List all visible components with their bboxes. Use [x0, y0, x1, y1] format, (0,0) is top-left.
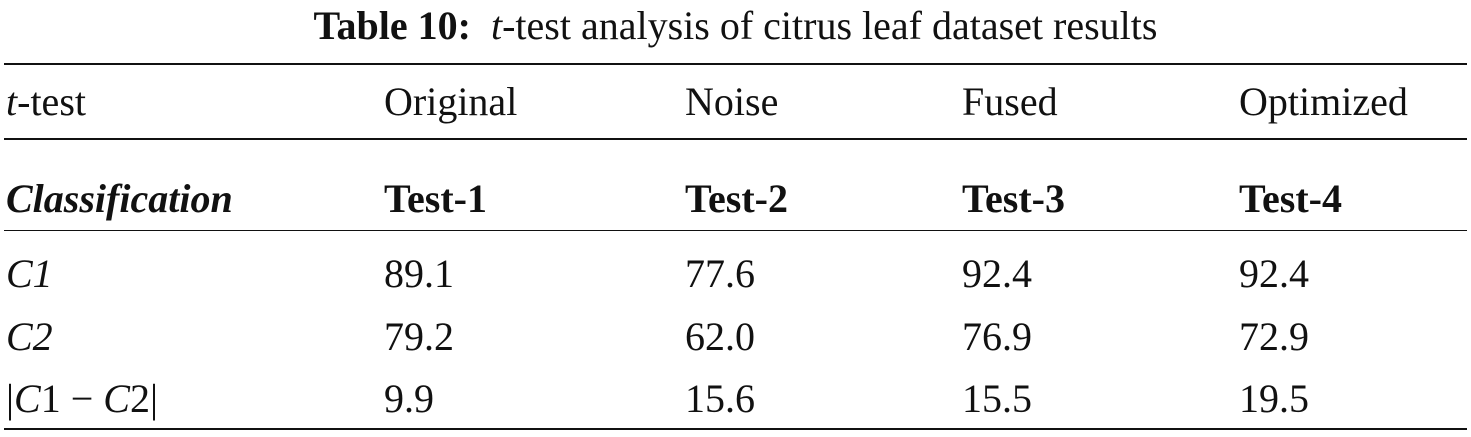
subheader-test-4: Test-4 — [1239, 176, 1342, 221]
subheader-classification: Classification — [6, 176, 233, 221]
table-cell: 79.2 — [384, 314, 454, 359]
table-top-rule — [4, 63, 1467, 65]
header-fused: Fused — [962, 79, 1058, 124]
subheader-rule — [4, 230, 1467, 231]
table-cell: 89.1 — [384, 251, 454, 296]
caption-t-italic: t — [490, 3, 503, 48]
diff-one: 1 − — [40, 376, 104, 421]
diff-two: 2 — [129, 376, 150, 421]
diff-c-a: C — [14, 376, 41, 421]
subheader-test-3: Test-3 — [962, 176, 1065, 221]
header-ttest-rest: -test — [17, 79, 86, 124]
table-cell: 62.0 — [685, 314, 755, 359]
row-label-c1: C1 — [6, 251, 53, 296]
header-ttest: t-test — [6, 78, 86, 126]
row-label-difference: |C1 − C2| — [6, 375, 158, 423]
table-caption: Table 10: t-test analysis of citrus leaf… — [0, 0, 1471, 52]
table-cell: 19.5 — [1239, 376, 1309, 421]
diff-bar-right: | — [149, 376, 158, 421]
row-label-c2: C2 — [6, 314, 53, 359]
caption-label: Table 10: — [313, 3, 471, 48]
table-cell: 15.5 — [962, 376, 1032, 421]
table-cell: 15.6 — [685, 376, 755, 421]
header-rule — [4, 138, 1467, 140]
header-optimized: Optimized — [1239, 79, 1408, 124]
subheader-test-2: Test-2 — [685, 176, 788, 221]
header-noise: Noise — [685, 79, 779, 124]
caption-text: -test analysis of citrus leaf dataset re… — [502, 3, 1158, 48]
table-bottom-rule — [4, 428, 1467, 430]
table-cell: 92.4 — [962, 251, 1032, 296]
table-cell: 77.6 — [685, 251, 755, 296]
diff-c-b: C — [103, 376, 130, 421]
table-cell: 92.4 — [1239, 251, 1309, 296]
table-cell: 9.9 — [384, 376, 434, 421]
table-cell: 72.9 — [1239, 314, 1309, 359]
header-t-italic: t — [6, 79, 18, 124]
diff-bar-left: | — [6, 376, 15, 421]
table-cell: 76.9 — [962, 314, 1032, 359]
subheader-test-1: Test-1 — [384, 176, 487, 221]
header-original: Original — [384, 79, 518, 124]
